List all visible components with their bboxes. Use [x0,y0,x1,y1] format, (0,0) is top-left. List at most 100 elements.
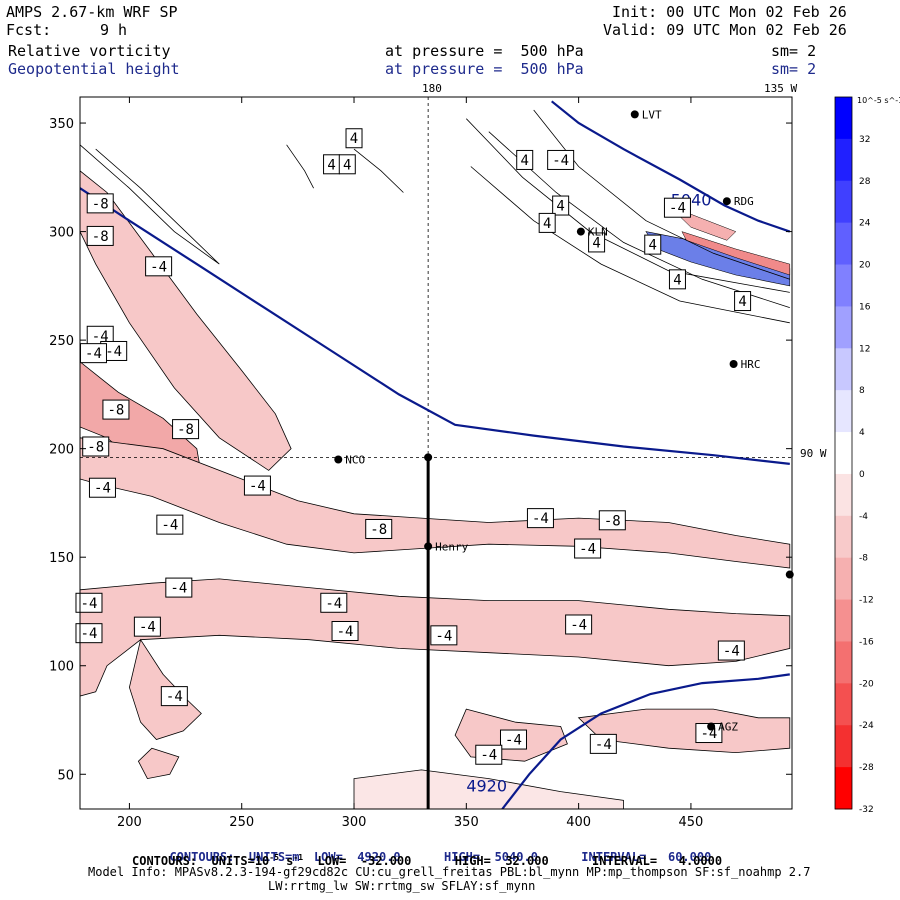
colorbar-swatch [835,641,852,684]
model-info-physics: LW:rrtmg_lw SW:rrtmg_sw SFLAY:sf_mynn [268,879,536,893]
vorticity-label: -4 [88,477,116,498]
colorbar-swatch [835,222,852,266]
vorticity-label: -4 [526,508,554,529]
x-tick-label: 350 [454,815,479,830]
y-tick-label: 150 [49,551,74,566]
colorbar-swatch [835,348,852,391]
vorticity-label-box [734,291,752,312]
vorticity-label-text: -4 [723,644,740,660]
y-tick-label: 200 [49,443,74,458]
vorticity-label-text: -4 [139,620,156,636]
colorbar-swatch [835,138,852,182]
vorticity-label-box [598,510,626,531]
vorticity-label-box [75,623,103,644]
colorbar-level: -16 [859,637,874,647]
station-label: NCO [345,454,365,467]
vorticity-label: -4 [100,340,128,361]
colorbar-swatch [835,725,852,768]
vorticity-label-box [156,514,184,535]
colorbar-level: 20 [859,261,871,271]
vorticity-label: 4 [538,212,556,233]
vorticity-label: 4 [323,154,341,175]
vorticity-label: -4 [430,625,458,646]
station-label: KLN [588,226,608,239]
colorbar-swatch [835,767,852,810]
height-contour-info: CONTOURS: UNITS=m LOW= 4920.0 HIGH= 5040… [169,850,712,864]
vorticity-label: -8 [86,225,114,246]
y-tick-label: 250 [49,334,74,349]
vorticity-label-text: -4 [480,748,497,764]
vorticity-label-box [75,592,103,613]
vorticity-label-box [547,149,575,170]
vorticity-contour-line [286,144,314,189]
station-dot [424,453,433,462]
vorticity-label: 4 [734,291,752,312]
field1-pressure: at pressure = 500 hPa [385,42,584,60]
lon-label-135w: 135 W [764,82,798,95]
vorticity-contour-line [488,131,790,308]
vorticity-label-box [552,195,570,216]
vorticity-contour-line [353,148,404,193]
y-tick-label: 50 [57,768,74,783]
colorbar-frame [834,96,853,810]
station-label: AGZ [718,721,738,734]
vorticity-label: -4 [717,640,745,661]
vorticity-label-text: -4 [85,346,102,362]
vorticity-label: 4 [338,154,356,175]
vorticity-label: 4 [668,269,686,290]
vorticity-label-box [320,592,348,613]
vorticity-label: -4 [156,514,184,535]
colorbar-level: 4 [859,428,865,438]
vorticity-label: -8 [82,436,110,457]
field2-pressure: at pressure = 500 hPa [385,60,584,78]
station-dot [424,542,433,551]
colorbar-level: 24 [859,219,871,229]
colorbar-level: -28 [859,763,874,773]
vorticity-contour-line [80,144,220,265]
field2-name: Geopotential height [8,60,180,78]
station-dot [630,110,639,119]
forecast-label: Fcst: [6,21,52,39]
neg-vorticity-region [577,708,791,754]
vorticity-label: -4 [320,592,348,613]
lon-label-180: 180 [422,82,442,95]
vorticity-label-text: 4 [673,272,681,288]
vorticity-label-text: 4 [592,235,600,251]
vorticity-label-text: -4 [94,481,111,497]
colorbar-level: -32 [859,805,874,815]
vorticity-label-box [243,475,271,496]
vorticity-label: -8 [86,193,114,214]
vorticity-label: -4 [86,325,114,346]
colorbar-level: 0 [859,470,865,480]
vorticity-label-box [345,128,363,149]
vorticity-label-text: -4 [435,628,452,644]
station-label: Henry [435,540,468,553]
colorbar-swatch [835,390,852,433]
vorticity-label: -4 [663,197,691,218]
vorticity-label-text: -4 [105,344,122,360]
vorticity-label-box [102,399,130,420]
vorticity-label-box [574,538,602,559]
vorticity-label-text: 4 [649,238,657,254]
station-dot [707,722,716,731]
vorticity-label-text: -4 [92,329,109,345]
colorbar-swatch [835,180,852,224]
height-contour [501,673,790,809]
forecast-value: 9 h [100,21,128,39]
model-title: AMPS 2.67-km WRF SP [6,3,178,21]
vorticity-label: -4 [75,592,103,613]
vorticity-label-text: 4 [521,153,529,169]
vorticity-label: 4 [644,234,662,255]
vorticity-contour-line [533,109,790,280]
colorbar-swatch [835,473,852,517]
vorticity-label-box [133,616,161,637]
vorticity-label-text: -4 [170,581,187,597]
vorticity-label-text: 4 [738,294,746,310]
vorticity-label-box [565,614,593,635]
x-tick-label: 200 [117,815,142,830]
vorticity-label: -4 [160,686,188,707]
vorticity-label: -4 [165,577,193,598]
vorticity-label-text: 4 [327,157,335,173]
vorticity-label: -4 [331,621,359,641]
colorbar-swatch [835,599,852,642]
